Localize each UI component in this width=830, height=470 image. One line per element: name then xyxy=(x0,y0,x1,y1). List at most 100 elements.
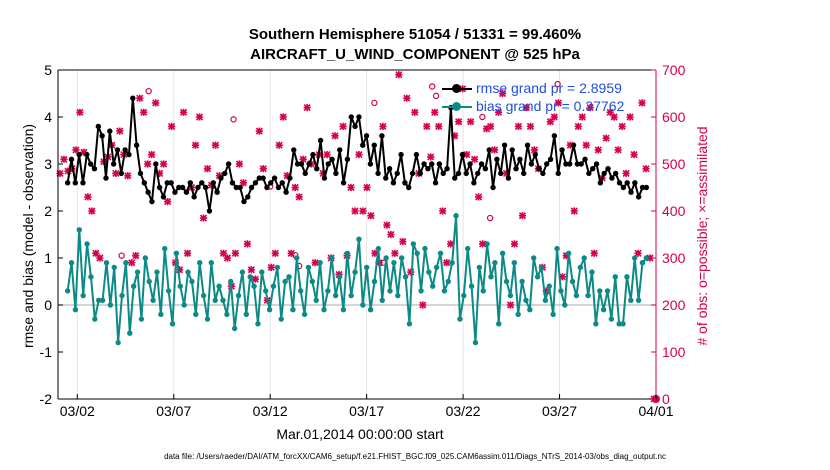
bias-data-point xyxy=(92,316,98,322)
bias-data-point xyxy=(88,274,94,280)
bias-data-point xyxy=(220,297,226,303)
bias-data-point xyxy=(146,278,152,285)
obs-assimilated-marker xyxy=(522,104,531,112)
rmse-data-point xyxy=(413,151,420,158)
bias-data-point xyxy=(235,292,242,299)
rmse-data-point xyxy=(544,161,550,167)
bias-data-point xyxy=(433,264,440,271)
rmse-data-point xyxy=(498,170,504,177)
obs-assimilated-marker xyxy=(494,108,503,116)
rmse-data-point xyxy=(275,184,282,191)
obs-assimilated-marker xyxy=(451,132,459,140)
rmse-data-point xyxy=(570,142,577,148)
obs-assimilated-marker xyxy=(367,212,375,220)
bias-data-point xyxy=(476,264,483,271)
rmse-data-point xyxy=(149,198,155,205)
legend-label-rmse: rmse grand pr = 2.8959 xyxy=(476,80,622,96)
rmse-data-point xyxy=(133,142,140,148)
bias-data-point xyxy=(569,278,576,285)
rmse-data-point xyxy=(164,180,170,186)
rmse-data-point xyxy=(459,151,466,158)
bias-data-point xyxy=(360,302,366,308)
rmse-data-point xyxy=(452,175,458,181)
obs-assimilated-marker xyxy=(191,141,200,149)
x-tick-label: 03/02 xyxy=(60,403,95,419)
obs-assimilated-marker xyxy=(431,108,439,116)
rmse-data-point xyxy=(505,175,512,181)
bias-data-point xyxy=(437,250,444,256)
rmse-data-point xyxy=(501,142,508,148)
bias-data-point xyxy=(80,292,86,299)
obs-assimilated-marker xyxy=(423,122,431,130)
bias-data-point xyxy=(406,321,413,327)
obs-assimilated-marker xyxy=(231,249,240,257)
bias-data-point xyxy=(185,269,191,275)
rmse-data-point xyxy=(168,180,174,186)
bias-data-point xyxy=(585,292,591,299)
obs-assimilated-marker xyxy=(179,108,188,116)
rmse-data-point xyxy=(187,180,193,186)
x-tick-label: 04/01 xyxy=(638,403,673,419)
bias-data-point xyxy=(274,264,281,271)
obs-assimilated-marker xyxy=(638,99,646,107)
rmse-data-point xyxy=(628,189,634,195)
rmse-data-point xyxy=(371,142,377,148)
bias-data-point xyxy=(371,278,378,285)
bias-data-point xyxy=(635,297,642,303)
bias-data-point xyxy=(612,274,618,280)
obs-assimilated-marker xyxy=(606,108,614,116)
y-tick-label-right: 500 xyxy=(662,156,686,172)
bias-data-point xyxy=(480,288,486,294)
rmse-data-point xyxy=(340,180,347,186)
rmse-data-point xyxy=(302,170,308,177)
obs-assimilated-marker xyxy=(56,169,64,177)
bias-data-point xyxy=(138,316,145,322)
bias-data-point xyxy=(395,292,401,299)
obs-assimilated-marker xyxy=(235,160,243,168)
y-tick-label-right: 100 xyxy=(662,344,686,360)
rmse-data-point xyxy=(440,170,446,177)
bias-data-point xyxy=(332,292,339,299)
obs-assimilated-marker xyxy=(76,108,84,116)
rmse-data-point xyxy=(597,180,604,186)
obs-assimilated-marker xyxy=(279,113,287,121)
rmse-data-point xyxy=(329,156,335,162)
obs-assimilated-marker xyxy=(359,207,367,215)
bias-data-point xyxy=(196,260,203,266)
rmse-data-point xyxy=(241,198,247,205)
obs-assimilated-marker xyxy=(399,237,407,246)
bias-data-point xyxy=(290,307,296,313)
rmse-data-point xyxy=(540,170,546,177)
bias-data-point xyxy=(200,292,207,299)
obs-assimilated-marker xyxy=(443,259,451,267)
obs-assimilated-marker xyxy=(80,148,88,156)
bias-data-point xyxy=(231,325,238,332)
obs-assimilated-marker xyxy=(271,249,279,257)
obs-assimilated-marker xyxy=(136,94,144,102)
rmse-data-point xyxy=(589,166,596,172)
obs-assimilated-marker xyxy=(148,151,156,159)
rmse-data-point xyxy=(99,133,105,139)
rmse-data-point xyxy=(321,175,328,181)
obs-assimilated-marker xyxy=(586,104,594,112)
obs-assimilated-marker xyxy=(439,207,447,215)
obs-assimilated-marker xyxy=(124,172,132,180)
bias-data-point xyxy=(309,278,316,285)
rmse-data-point xyxy=(314,166,320,172)
rmse-data-point xyxy=(379,133,385,139)
rmse-data-point xyxy=(409,170,416,177)
rmse-data-point xyxy=(103,175,109,181)
bias-data-point xyxy=(294,255,300,261)
bias-data-point xyxy=(523,297,529,303)
obs-assimilated-marker xyxy=(419,301,427,309)
rmse-data-point xyxy=(306,161,312,167)
rmse-data-point xyxy=(398,151,404,158)
rmse-data-point xyxy=(593,161,600,167)
bias-data-point xyxy=(165,288,172,294)
bias-data-point xyxy=(216,283,222,289)
obs-assimilated-marker xyxy=(339,122,347,130)
obs-assimilated-marker xyxy=(299,155,307,163)
bias-data-point xyxy=(177,283,183,289)
bias-data-point xyxy=(414,250,420,256)
obs-assimilated-marker xyxy=(562,252,570,260)
